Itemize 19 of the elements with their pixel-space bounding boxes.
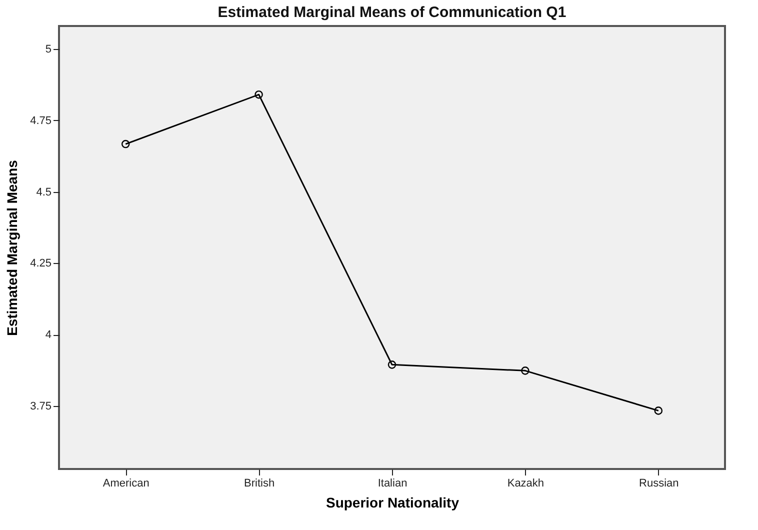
y-tick-label: 4.5 [36,186,52,198]
y-tick-label: 4 [45,329,52,342]
x-axis-title: Superior Nationality [326,494,460,510]
y-tick-label: 4.75 [30,114,52,127]
x-tick-label: Kazakh [507,478,544,490]
x-tick-label: Italian [378,478,408,490]
point [521,366,530,375]
y-tick-label: 5 [45,43,52,56]
x-tick-label: American [102,478,150,490]
point [254,90,263,99]
point [121,140,130,148]
y-tick-label: 4.25 [30,258,52,270]
y-tick-label: 3.75 [30,400,52,413]
point [388,360,396,369]
y-axis-title: Estimated Marginal Means [4,160,20,336]
x-tick-label: Russian [639,478,679,490]
x-tick-label: British [244,478,275,490]
point [654,406,663,415]
chart-title: Estimated Marginal Means of Communication Q1 [218,4,566,21]
